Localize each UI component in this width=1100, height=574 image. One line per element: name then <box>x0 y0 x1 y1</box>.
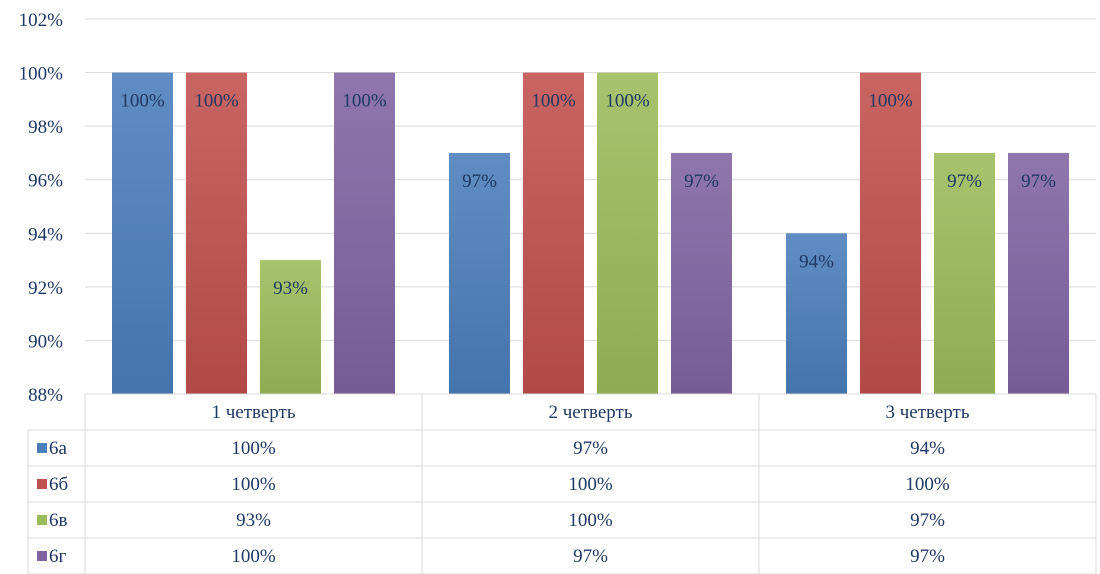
y-tick-label: 100% <box>19 64 64 85</box>
table-cell: 100% <box>568 474 613 495</box>
y-tick-label: 88% <box>28 385 63 406</box>
bar <box>786 233 847 394</box>
data-labels: 100% 100% 93% 100% 97% 100% 100% 97% 94% 100% 97% 9… <box>120 91 1056 300</box>
data-table: 1 четверть 2 четверть 3 четверть 6а 100% 97% 9… <box>27 393 1097 574</box>
data-label: 97% <box>684 171 719 192</box>
bar <box>597 72 658 395</box>
bars <box>112 72 1069 395</box>
y-tick-label: 102% <box>19 10 64 31</box>
category-label: 2 четверть <box>548 402 632 423</box>
legend-label: 6в <box>49 510 68 531</box>
bar <box>523 72 584 395</box>
table-cell: 97% <box>910 510 945 531</box>
y-axis-ticks: 88% 90% 92% 94% 96% 98% 100% 102% <box>19 10 64 406</box>
y-tick-label: 94% <box>28 224 63 245</box>
y-tick-label: 92% <box>28 278 63 299</box>
table-cell: 100% <box>905 474 950 495</box>
table-cell: 100% <box>231 438 276 459</box>
y-tick-label: 96% <box>28 171 63 192</box>
table-cell: 93% <box>236 510 271 531</box>
table-cell: 100% <box>231 474 276 495</box>
bar <box>449 152 510 394</box>
data-label: 100% <box>342 91 387 112</box>
legend-swatch <box>37 551 47 561</box>
data-label: 100% <box>868 91 913 112</box>
legend-swatch <box>37 443 47 453</box>
bar <box>186 72 247 395</box>
data-label: 100% <box>120 91 165 112</box>
legend-label: 6б <box>49 474 68 495</box>
table-cell: 97% <box>573 546 608 567</box>
bar <box>1008 152 1069 394</box>
table-cell: 97% <box>910 546 945 567</box>
category-label: 3 четверть <box>885 402 969 423</box>
bar <box>860 72 921 395</box>
data-label: 100% <box>531 91 576 112</box>
data-label: 97% <box>1021 171 1056 192</box>
legend-label: 6а <box>49 438 68 459</box>
data-label: 100% <box>194 91 239 112</box>
data-label: 97% <box>947 171 982 192</box>
gridlines <box>85 18 1096 341</box>
table-cell: 100% <box>231 546 276 567</box>
y-tick-label: 90% <box>28 331 63 352</box>
data-label: 94% <box>799 251 834 272</box>
bar <box>260 260 321 394</box>
bar <box>671 152 732 394</box>
bar <box>934 152 995 394</box>
legend-label: 6г <box>49 546 67 567</box>
bar <box>334 72 395 395</box>
data-label: 100% <box>605 91 650 112</box>
table-cell: 100% <box>568 510 613 531</box>
table-cell: 97% <box>573 438 608 459</box>
data-label: 97% <box>462 171 497 192</box>
legend-swatch <box>37 515 47 525</box>
bar <box>112 72 173 395</box>
legend-swatch <box>37 479 47 489</box>
y-tick-label: 98% <box>28 117 63 138</box>
data-label: 93% <box>273 278 308 299</box>
category-label: 1 четверть <box>211 402 295 423</box>
table-cell: 94% <box>910 438 945 459</box>
